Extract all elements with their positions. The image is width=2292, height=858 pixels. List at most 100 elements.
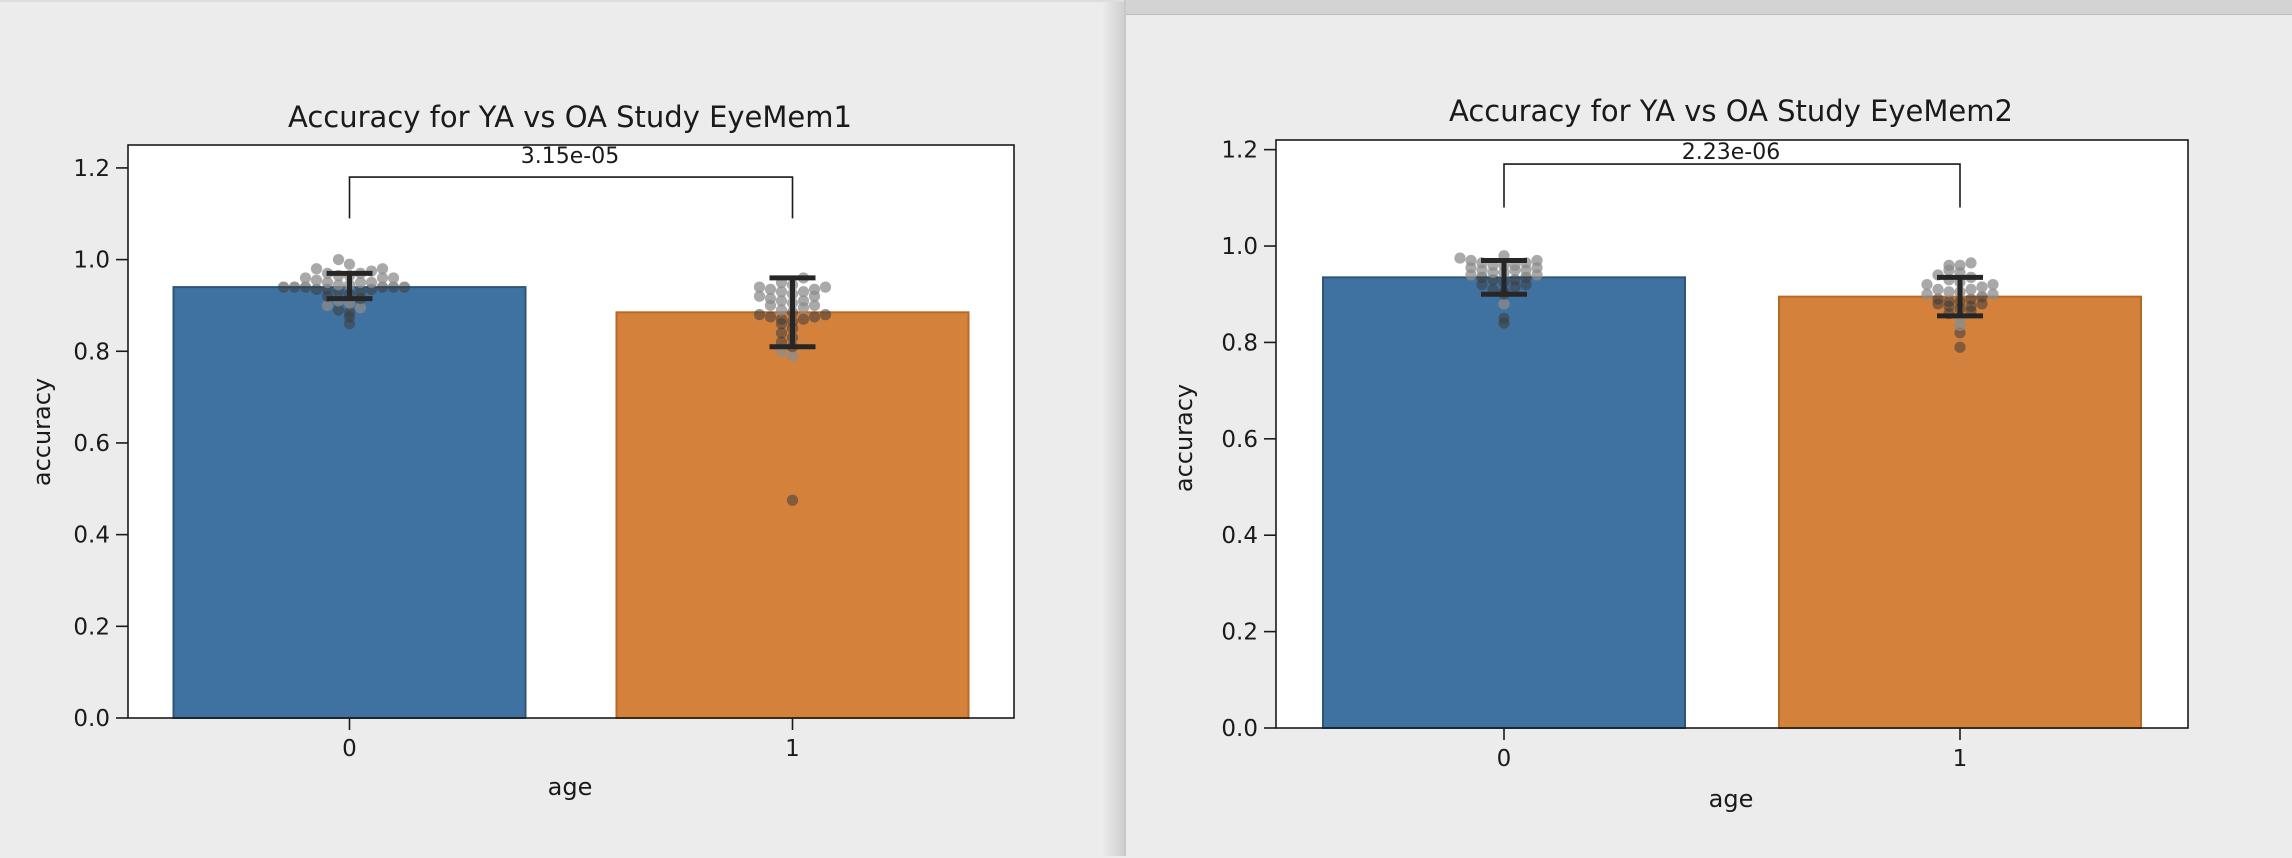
swarm-point [775, 327, 788, 339]
swarm-point [753, 290, 766, 302]
swarm-point [764, 292, 777, 305]
y-tick-label: 1.2 [1221, 138, 1258, 164]
y-tick-label: 0.6 [73, 431, 110, 457]
swarm-point [354, 286, 367, 298]
swarm-point [1932, 283, 1944, 296]
x-tick-label: 0 [342, 736, 357, 762]
swarm-point [1943, 259, 1955, 271]
y-tick-label: 0.2 [73, 614, 110, 640]
swarm-point [1498, 298, 1510, 310]
swarm-point [775, 313, 788, 325]
swarm-point [376, 281, 389, 293]
bar-age-0 [172, 286, 527, 719]
swarm-point [764, 283, 777, 295]
y-tick-label: 1.0 [73, 248, 110, 274]
swarm-point [1965, 293, 1977, 305]
swarm-point [1531, 254, 1543, 267]
swarm-point [376, 263, 389, 275]
swarm-point [775, 304, 788, 316]
swarm-point [775, 295, 788, 307]
y-tick-label: 0.6 [1221, 427, 1258, 453]
swarm-point [1943, 286, 1955, 298]
swarm-point [387, 272, 400, 284]
y-tick-label: 0.0 [1221, 716, 1258, 742]
swarm-point [819, 309, 832, 321]
y-tick-label: 0.0 [73, 706, 110, 732]
figure-window-2: Accuracy for YA vs OA Study EyeMem2 age … [1124, 0, 2292, 856]
y-tick-label: 1.2 [73, 156, 110, 182]
swarm-point [1976, 281, 1988, 293]
swarm-point [808, 311, 821, 323]
swarm-point [387, 281, 400, 293]
swarm-point [1954, 341, 1966, 353]
chart-eyemem1: Accuracy for YA vs OA Study EyeMem1 age … [28, 100, 1015, 801]
x-tick-label: 0 [1497, 746, 1512, 772]
bar-age-1 [1778, 295, 2142, 729]
swarm-point [1498, 312, 1510, 324]
chart-eyemem2: Accuracy for YA vs OA Study EyeMem2 age … [1170, 94, 2189, 813]
swarm-point [365, 276, 378, 289]
swarm-point [1465, 254, 1477, 267]
y-axis-label: accuracy [28, 378, 56, 486]
bar-age-1 [615, 311, 970, 719]
swarm-point [753, 281, 766, 293]
swarm-point [1954, 259, 1966, 271]
y-tick-label: 0.8 [1221, 330, 1258, 356]
swarm-point [1454, 252, 1466, 264]
swarm-point [310, 274, 323, 286]
window-shadow [1102, 2, 1124, 856]
swarm-point [1987, 278, 1999, 291]
axes-frame [1275, 139, 2189, 729]
swarm-point [321, 276, 334, 289]
swarm-point [398, 281, 411, 293]
y-tick-label: 0.2 [1221, 620, 1258, 646]
swarm-point [764, 311, 777, 323]
swarm-point [775, 286, 788, 298]
swarm-point [1943, 295, 1955, 308]
swarm-point [1987, 288, 1999, 300]
y-axis-label: accuracy [1170, 384, 1198, 492]
swarm-point [808, 283, 821, 295]
y-tick-label: 0.8 [73, 339, 110, 365]
axes-frame [127, 144, 1015, 719]
swarm-point [786, 350, 799, 362]
swarm-point [797, 295, 810, 307]
swarm-point [376, 272, 389, 284]
chart-title: Accuracy for YA vs OA Study EyeMem2 [1449, 94, 2013, 128]
significance-label: 3.15e-05 [521, 144, 619, 169]
bar-age-0 [1322, 276, 1686, 729]
chart-title: Accuracy for YA vs OA Study EyeMem1 [288, 100, 852, 134]
swarm-point [797, 313, 810, 325]
swarm-point [343, 258, 356, 270]
significance-bracket [1503, 163, 1961, 208]
swarm-point [1976, 291, 1988, 303]
significance-label: 2.23e-06 [1682, 140, 1780, 165]
figure-window-1: Accuracy for YA vs OA Study EyeMem1 age … [0, 0, 1124, 856]
swarm-point [753, 309, 766, 321]
x-tick-label: 1 [1953, 746, 1968, 772]
swarm-point [797, 286, 810, 298]
swarm-point [310, 263, 323, 275]
swarm-point [354, 276, 367, 289]
swarm-point [1932, 293, 1944, 305]
swarm-point [1965, 257, 1977, 269]
swarm-point [819, 281, 832, 293]
swarm-point [299, 272, 312, 284]
swarm-point [288, 281, 301, 293]
y-tick-label: 1.0 [1221, 234, 1258, 260]
swarm-point [299, 281, 312, 293]
window-title-bar [1126, 0, 2292, 15]
swarm-point [354, 302, 367, 314]
swarm-point [786, 494, 799, 506]
swarm-point [310, 283, 323, 295]
x-tick-label: 1 [785, 736, 800, 762]
swarm-point [332, 254, 345, 266]
swarm-point [1965, 283, 1977, 296]
swarm-point [1509, 274, 1521, 286]
y-tick-label: 0.4 [73, 523, 110, 549]
swarm-point [277, 281, 290, 293]
swarm-point [332, 304, 345, 316]
swarm-point [332, 279, 345, 291]
swarm-point [1921, 278, 1933, 291]
swarm-point [343, 306, 356, 318]
